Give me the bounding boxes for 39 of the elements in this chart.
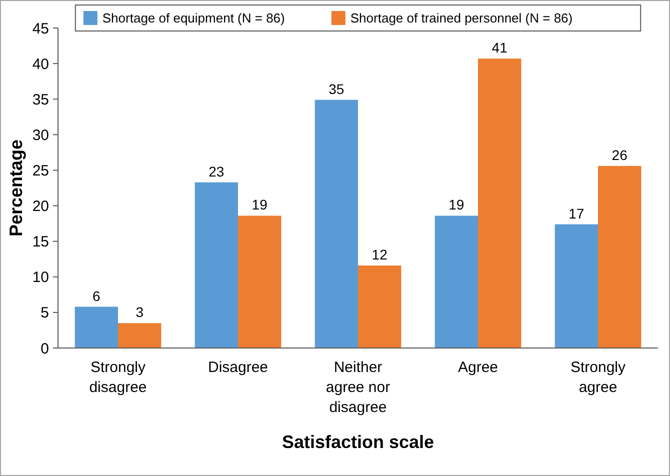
y-tick-label: 10: [32, 269, 49, 286]
y-tick-label: 40: [32, 56, 49, 73]
bar: [314, 100, 358, 348]
data-label: 35: [328, 80, 344, 97]
bar: [74, 306, 118, 348]
bar: [194, 182, 238, 348]
data-label: 12: [372, 246, 388, 263]
bar: [358, 266, 402, 348]
x-tick-label: Disagree: [208, 359, 268, 376]
bar: [238, 216, 282, 348]
data-label: 6: [92, 288, 100, 304]
data-label: 19: [448, 196, 464, 213]
y-tick-label: 20: [32, 198, 49, 216]
legend-label: Shortage of trained personnel (N = 86): [350, 10, 573, 26]
bar: [598, 166, 642, 348]
data-label: 19: [252, 196, 268, 213]
x-tick-label: Strongly disagree: [89, 359, 147, 396]
x-tick-label: Strongly agree: [570, 359, 626, 396]
y-axis-title: Percentage: [6, 139, 26, 237]
y-tick-label: 5: [40, 304, 49, 322]
bar: [118, 323, 162, 348]
x-axis-title: Satisfaction scale: [282, 432, 434, 452]
data-label: 17: [568, 205, 584, 222]
y-tick-label: 0: [40, 340, 49, 358]
data-label: 3: [136, 304, 144, 320]
y-tick-label: 35: [32, 91, 49, 108]
y-tick-label: 30: [32, 126, 49, 144]
data-label: 23: [208, 163, 224, 180]
x-tick-label: Neither agree nor disagree: [326, 359, 390, 416]
y-tick-label: 25: [32, 162, 49, 180]
bar: [434, 216, 478, 348]
bar: [478, 58, 522, 348]
y-tick-label: 45: [32, 20, 49, 38]
data-label: 41: [492, 40, 508, 56]
y-tick-label: 15: [32, 234, 49, 251]
x-tick-label: Agree: [458, 359, 498, 376]
data-label: 26: [612, 146, 628, 163]
legend-label: Shortage of equipment (N = 86): [102, 10, 285, 26]
bar: [554, 224, 598, 348]
